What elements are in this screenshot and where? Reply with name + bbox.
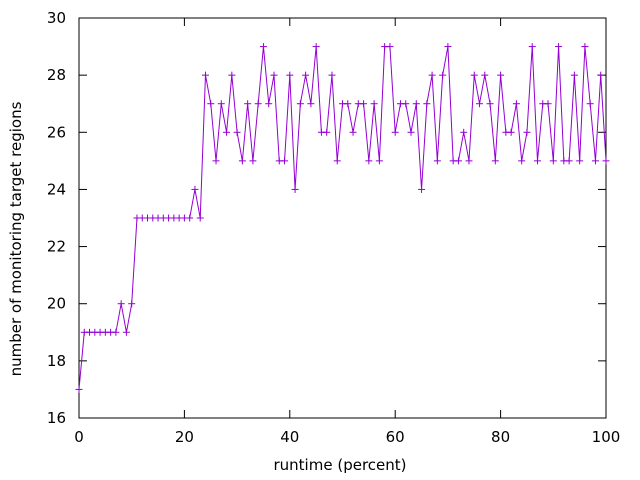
- data-point-marker: [207, 100, 215, 108]
- data-point-marker: [254, 100, 262, 108]
- data-point-marker: [433, 157, 441, 165]
- plot-frame: [78, 17, 607, 419]
- data-point-marker: [570, 71, 578, 79]
- data-point-marker: [244, 100, 252, 108]
- data-point-marker: [497, 71, 505, 79]
- x-axis-label: runtime (percent): [274, 456, 407, 474]
- data-point-marker: [476, 100, 484, 108]
- data-point-marker: [386, 43, 394, 51]
- data-point-marker: [349, 128, 357, 136]
- data-point-marker: [217, 100, 225, 108]
- data-point-marker: [507, 128, 515, 136]
- data-point-marker: [296, 100, 304, 108]
- data-point-marker: [122, 328, 130, 336]
- x-axis: 0 20 40 60 80 100: [74, 18, 620, 446]
- data-point-marker: [402, 100, 410, 108]
- data-point-marker: [238, 157, 246, 165]
- data-point-marker: [223, 128, 231, 136]
- data-point-marker: [523, 128, 531, 136]
- data-point-marker: [591, 157, 599, 165]
- data-point-marker: [549, 157, 557, 165]
- x-tick-label: 60: [386, 428, 405, 446]
- data-point-marker: [565, 157, 573, 165]
- x-tick-label: 40: [280, 428, 299, 446]
- data-point-marker: [191, 185, 199, 193]
- data-point-marker: [544, 100, 552, 108]
- y-tick-label: 18: [47, 352, 66, 370]
- data-point-marker: [117, 300, 125, 308]
- data-point-marker: [407, 128, 415, 136]
- data-point-marker: [233, 128, 241, 136]
- data-point-marker: [412, 100, 420, 108]
- data-point-marker: [323, 128, 331, 136]
- data-point-marker: [270, 71, 278, 79]
- data-point-marker: [454, 157, 462, 165]
- data-point-marker: [491, 157, 499, 165]
- data-point-marker: [302, 71, 310, 79]
- data-point-marker: [602, 157, 610, 165]
- x-tick-label: 80: [491, 428, 510, 446]
- x-tick-label: 20: [175, 428, 194, 446]
- data-point-marker: [460, 128, 468, 136]
- x-tick-label: 0: [74, 428, 84, 446]
- data-point-marker: [581, 43, 589, 51]
- data-point-marker: [228, 71, 236, 79]
- data-point-marker: [201, 71, 209, 79]
- y-tick-label: 16: [47, 409, 66, 427]
- data-point-marker: [486, 100, 494, 108]
- data-point-marker: [196, 214, 204, 222]
- data-point-marker: [423, 100, 431, 108]
- data-point-marker: [286, 71, 294, 79]
- data-point-marker: [391, 128, 399, 136]
- data-point-marker: [555, 43, 563, 51]
- data-point-marker: [312, 43, 320, 51]
- data-point-marker: [333, 157, 341, 165]
- data-point-marker: [259, 43, 267, 51]
- data-point-marker: [576, 157, 584, 165]
- data-point-marker: [265, 100, 273, 108]
- data-point-marker: [365, 157, 373, 165]
- y-tick-label: 30: [47, 9, 66, 27]
- data-point-marker: [418, 185, 426, 193]
- data-point-marker: [344, 100, 352, 108]
- data-point-marker: [75, 385, 83, 393]
- data-point-marker: [518, 157, 526, 165]
- data-point-marker: [360, 100, 368, 108]
- y-tick-label: 22: [47, 238, 66, 256]
- data-point-marker: [428, 71, 436, 79]
- data-point-marker: [470, 71, 478, 79]
- data-point-marker: [586, 100, 594, 108]
- data-point-marker: [439, 71, 447, 79]
- plot-border: [78, 17, 607, 419]
- data-point-marker: [597, 71, 605, 79]
- y-tick-label: 28: [47, 66, 66, 84]
- y-tick-label: 24: [47, 180, 66, 198]
- data-point-marker: [281, 157, 289, 165]
- data-point-marker: [186, 214, 194, 222]
- data-point-marker: [481, 71, 489, 79]
- data-point-marker: [128, 300, 136, 308]
- data-point-marker: [112, 328, 120, 336]
- y-tick-label: 26: [47, 123, 66, 141]
- data-point-marker: [212, 157, 220, 165]
- data-point-marker: [249, 157, 257, 165]
- data-point-marker: [328, 71, 336, 79]
- x-tick-label: 100: [592, 428, 621, 446]
- data-point-marker: [528, 43, 536, 51]
- data-point-marker: [512, 100, 520, 108]
- data-point-marker: [375, 157, 383, 165]
- y-axis: 16 18 20 22 24 26 28 30: [47, 9, 606, 427]
- data-point-marker: [307, 100, 315, 108]
- y-tick-label: 20: [47, 295, 66, 313]
- data-point-marker: [370, 100, 378, 108]
- data-point-marker: [291, 185, 299, 193]
- data-point-marker: [533, 157, 541, 165]
- data-point-marker: [465, 157, 473, 165]
- y-axis-label: number of monitoring target regions: [7, 101, 25, 376]
- data-point-marker: [444, 43, 452, 51]
- series-group: [75, 43, 610, 393]
